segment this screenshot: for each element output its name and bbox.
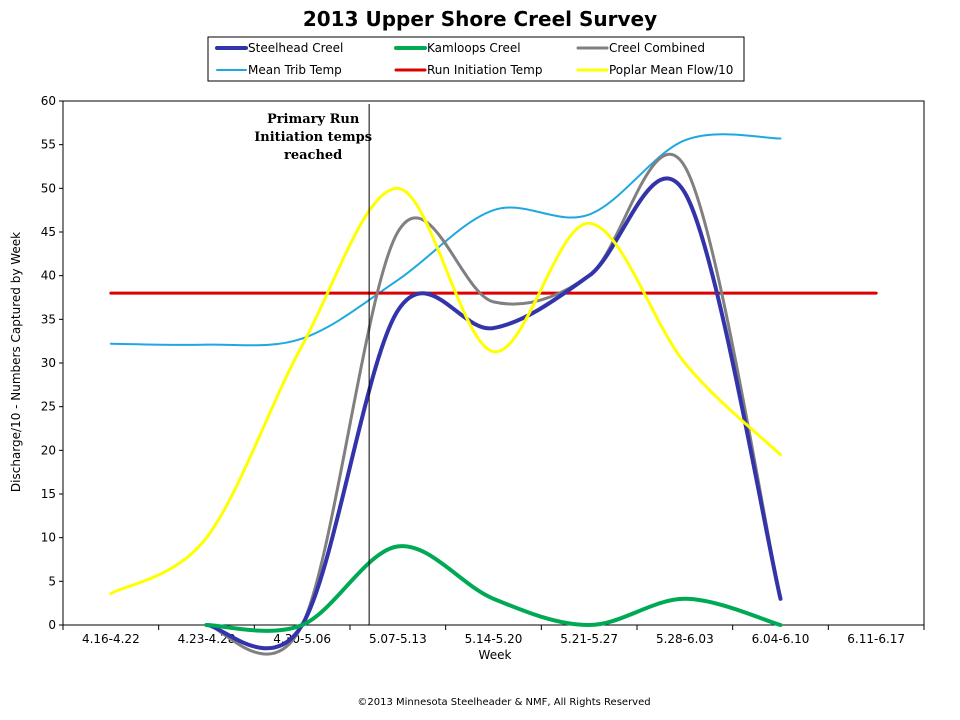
annotation-text: Primary Run	[267, 112, 360, 127]
y-tick-label: 60	[41, 94, 56, 108]
plot-border	[62, 100, 925, 626]
y-tick-label: 15	[41, 487, 56, 501]
x-tick-label: 4.16-4.22	[82, 632, 140, 646]
y-tick-label: 10	[41, 531, 56, 545]
annotation-text: Initiation temps	[254, 130, 372, 145]
y-axis: 0 5 10 15 20 25 30 35 40 45 50 55 60	[41, 94, 63, 632]
series-line-kamloops-creel	[204, 544, 783, 633]
y-tick-label: 0	[48, 618, 56, 632]
x-tick-label: 5.07-5.13	[369, 632, 427, 646]
y-tick-label: 45	[41, 225, 56, 239]
y-tick-label: 5	[48, 574, 56, 588]
y-tick-label: 20	[41, 443, 56, 457]
legend-label-run-initiation-temp: Run Initiation Temp	[427, 63, 542, 77]
y-tick-label: 50	[41, 181, 56, 195]
y-axis-label: Discharge/10 - Numbers Captured by Week	[9, 232, 23, 492]
legend-label-poplar-mean-flow-10: Poplar Mean Flow/10	[609, 63, 733, 77]
series-line-mean-trib-temp	[109, 133, 782, 347]
y-tick-label: 25	[41, 400, 56, 414]
x-tick-label: 6.11-6.17	[847, 632, 905, 646]
legend-label-steelhead-creel: Steelhead Creel	[248, 41, 343, 55]
annotation-text: reached	[284, 148, 342, 163]
x-tick-label: 4.23-4.28	[178, 632, 236, 646]
chart-legend: Steelhead Creel Kamloops Creel Creel Combi…	[207, 36, 745, 82]
chart-title: 2013 Upper Shore Creel Survey	[303, 7, 657, 31]
copyright-footer: ©2013 Minnesota Steelheader & NMF, All R…	[357, 697, 650, 708]
series-line-creel-combined	[205, 153, 782, 656]
x-tick-label: 5.14-5.20	[465, 632, 523, 646]
x-tick-label: 5.28-6.03	[656, 632, 714, 646]
legend-label-creel-combined: Creel Combined	[609, 41, 705, 55]
run-initiation-annotation: Primary Run Initiation temps reached	[254, 104, 372, 625]
y-tick-label: 35	[41, 312, 56, 326]
series-line-poplar-mean-flow-10	[109, 186, 782, 596]
x-tick-label: 6.04-6.10	[752, 632, 810, 646]
y-tick-label: 55	[41, 138, 56, 152]
x-axis: 4.16-4.22 4.23-4.28 4.30-5.06 5.07-5.13 5.14…	[62, 625, 925, 646]
legend-label-mean-trib-temp: Mean Trib Temp	[248, 63, 342, 77]
plot-area	[62, 100, 925, 626]
series-line-steelhead-creel	[204, 176, 783, 651]
x-axis-label: Week	[479, 648, 512, 662]
series-lines	[109, 133, 878, 656]
legend-label-kamloops-creel: Kamloops Creel	[427, 41, 521, 55]
y-tick-label: 40	[41, 269, 56, 283]
legend-box	[207, 36, 745, 82]
x-tick-label: 5.21-5.27	[560, 632, 618, 646]
y-tick-label: 30	[41, 356, 56, 370]
